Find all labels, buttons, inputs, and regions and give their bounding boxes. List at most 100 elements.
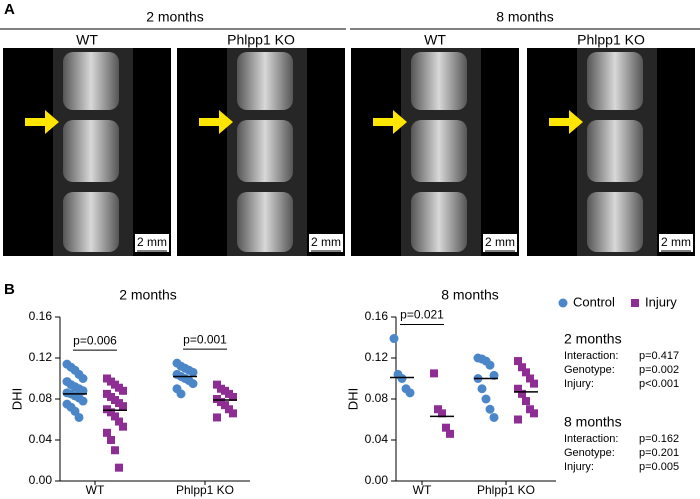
data-point: [477, 384, 487, 394]
data-point: [74, 412, 84, 422]
significance-label: p=0.006: [73, 333, 117, 347]
panel-label: A: [4, 1, 15, 18]
stats-title: 2 months: [564, 331, 622, 347]
significance-label: p=0.001: [183, 332, 227, 346]
group-title: 2 months: [146, 9, 204, 25]
group-title: 8 months: [496, 9, 554, 25]
data-point: [115, 417, 123, 426]
y-axis-label: DHI: [9, 388, 24, 410]
data-point: [438, 409, 446, 418]
data-point: [397, 374, 407, 383]
stats-label: Interaction:: [564, 433, 618, 445]
data-point: [188, 367, 198, 377]
data-point: [115, 463, 123, 472]
micro-ct-image: [177, 48, 345, 256]
data-point: [119, 386, 127, 395]
data-point: [518, 389, 526, 398]
data-point: [188, 379, 198, 389]
data-point: [111, 412, 119, 421]
data-point: [446, 429, 454, 438]
data-point: [514, 384, 522, 393]
panel-b: B 2 months DHI 0.00 0.04 0.08 0.12 0.16 WT Phlpp1…: [4, 281, 679, 497]
chart-title: 2 months: [119, 287, 177, 303]
y-tick-label: 0.08: [365, 391, 389, 405]
stats-label: Interaction:: [564, 350, 618, 362]
data-point: [489, 412, 499, 422]
data-point: [213, 380, 221, 389]
legend-marker: [558, 298, 568, 308]
micro-ct-image: [3, 48, 171, 256]
y-tick-label: 0.00: [29, 473, 53, 487]
y-tick-label: 0.16: [365, 309, 389, 323]
data-point: [514, 357, 522, 366]
panel-label: B: [4, 281, 15, 298]
scale-label: 2 mm: [137, 235, 167, 249]
data-point: [119, 422, 127, 431]
x-tick-label: WT: [413, 483, 432, 497]
data-point: [78, 386, 88, 396]
data-point: [526, 374, 534, 383]
data-point: [530, 409, 538, 418]
image-label: Phlpp1 KO: [577, 32, 645, 48]
data-point: [107, 436, 115, 444]
y-tick-label: 0.12: [29, 350, 53, 364]
data-point: [514, 415, 522, 424]
data-point: [442, 423, 450, 432]
stats-label: Genotype:: [564, 447, 615, 459]
data-point: [78, 396, 88, 406]
data-point: [485, 360, 495, 370]
y-tick-label: 0.16: [29, 309, 53, 323]
chart-title: 8 months: [441, 287, 499, 303]
y-tick-label: 0.08: [29, 391, 53, 405]
y-tick-label: 0.12: [365, 350, 389, 364]
data-point: [221, 401, 229, 410]
data-point: [213, 413, 221, 422]
y-tick-label: 0.04: [29, 432, 53, 446]
data-point: [522, 368, 530, 377]
stats-label: Injury:: [564, 461, 594, 473]
y-axis-label: DHI: [345, 388, 360, 410]
x-tick-label: Phlpp1 KO: [176, 483, 234, 497]
stats-value: p=0.002: [639, 364, 679, 376]
stats-value: p=0.162: [639, 433, 679, 445]
data-point: [103, 428, 111, 437]
significance-label: p=0.021: [400, 308, 444, 322]
data-point: [389, 334, 399, 344]
data-point: [481, 394, 491, 404]
data-point: [225, 405, 233, 414]
data-point: [485, 404, 495, 414]
stats-value: p=0.417: [639, 350, 679, 362]
data-point: [229, 409, 237, 418]
data-point: [526, 405, 534, 414]
stats-value: p=0.005: [639, 461, 679, 473]
data-point: [489, 370, 499, 380]
y-tick-label: 0.04: [365, 432, 389, 446]
image-label: WT: [76, 32, 98, 48]
micro-ct-image: [527, 48, 695, 256]
data-point: [522, 397, 530, 406]
data-point: [111, 446, 119, 455]
panel-a: A 2 months WT 2 mm Phlpp1 KO 2 mm 8 months WT 2 …: [0, 1, 700, 256]
data-point: [434, 405, 442, 414]
scale-label: 2 mm: [311, 235, 341, 249]
micro-ct-image: [351, 48, 519, 256]
data-point: [78, 374, 88, 383]
stats-value: p=0.201: [639, 447, 679, 459]
x-tick-label: Phlpp1 KO: [477, 483, 535, 497]
data-point: [119, 402, 127, 411]
legend-label: Control: [573, 294, 615, 309]
data-point: [430, 369, 438, 378]
scale-label: 2 mm: [661, 235, 691, 249]
data-point: [107, 408, 115, 417]
image-label: WT: [424, 32, 446, 48]
legend-marker: [631, 299, 639, 307]
data-point: [518, 363, 526, 372]
data-point: [176, 389, 186, 399]
image-label: Phlpp1 KO: [227, 32, 295, 48]
scale-label: 2 mm: [485, 235, 515, 249]
data-point: [229, 392, 237, 401]
data-point: [405, 388, 415, 398]
stats-title: 8 months: [564, 414, 622, 430]
stats-value: p<0.001: [639, 378, 679, 390]
